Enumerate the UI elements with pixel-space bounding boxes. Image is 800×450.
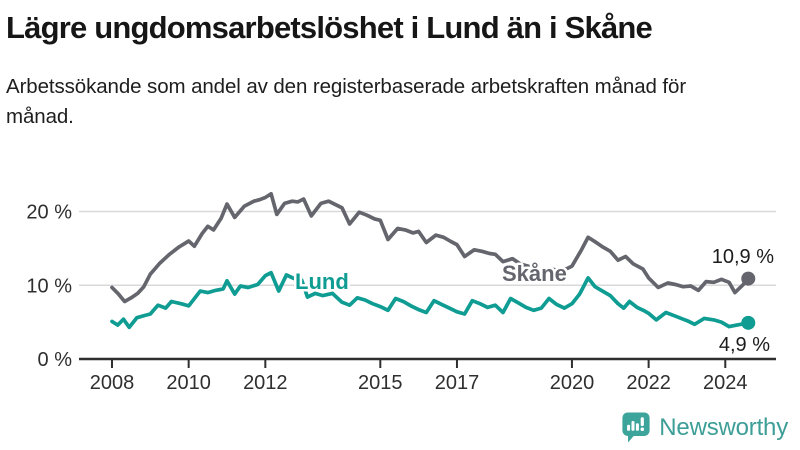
x-tick-label: 2022 (626, 372, 671, 394)
series-line-skne (110, 191, 751, 304)
y-tick-label: 20 % (26, 202, 72, 224)
page-title: Lägre ungdomsarbetslöshet i Lund än i Sk… (6, 10, 653, 45)
x-tick-label: 2024 (703, 372, 748, 394)
header: Lägre ungdomsarbetslöshet i Lund än i Sk… (6, 0, 754, 132)
y-tick-label: 0 % (38, 349, 73, 371)
gridlines-layer (79, 210, 776, 286)
newsworthy-logo: Newsworthy (621, 411, 788, 444)
end-value-label-skane: 10,9 % (712, 246, 774, 268)
newsworthy-logo-icon (622, 412, 650, 443)
chart-subtitle: Arbetssökande som andel av den registerb… (6, 74, 687, 128)
series-end-dot-skne (741, 271, 756, 286)
bar-chart-glyph (627, 417, 645, 432)
newsworthy-logo-text: Newsworthy (659, 413, 788, 441)
series-label-lund: Lund (295, 269, 349, 294)
series-line-lund (110, 270, 751, 330)
end-value-label-lund: 4,9 % (719, 334, 770, 356)
x-tick-label: 2010 (166, 372, 211, 394)
x-tick-label: 2008 (90, 372, 135, 394)
y-tick-label: 10 % (26, 275, 72, 297)
series-layer (110, 191, 756, 330)
x-tick-label: 2012 (243, 372, 288, 394)
x-tick-label: 2015 (358, 372, 403, 394)
x-tick-label: 2020 (550, 372, 595, 394)
exclamation-dot (640, 427, 645, 432)
series-end-dot-lund (741, 315, 756, 330)
exclamation-bar (640, 417, 645, 427)
series-label-skane: Skåne (502, 261, 567, 286)
axis-layer: 0 % 10 % 20 % 2008 2010 2012 2015 2017 2020 2022 2… (26, 202, 776, 394)
x-tick-label: 2017 (435, 372, 480, 394)
